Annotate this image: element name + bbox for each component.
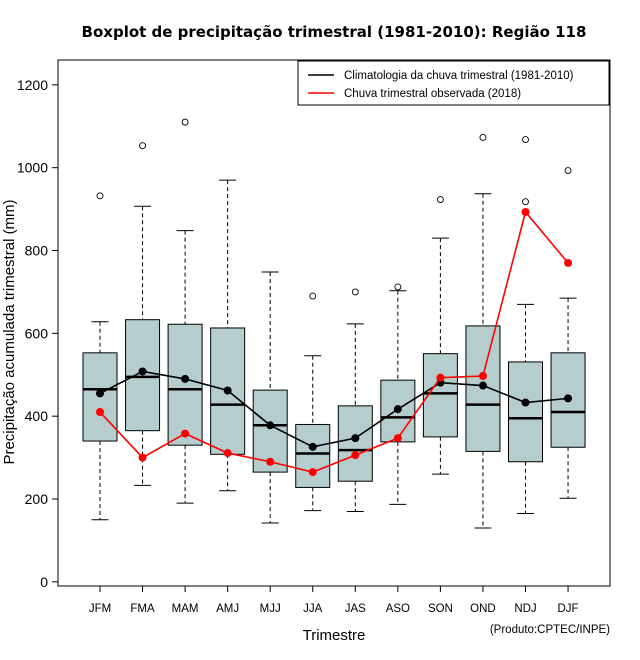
outlier-point	[436, 196, 444, 204]
chart-title: Boxplot de precipitação trimestral (1981…	[82, 23, 587, 41]
series-point	[96, 408, 104, 417]
series-point	[521, 208, 530, 217]
series-point	[478, 381, 487, 390]
y-tick-label: 600	[25, 325, 49, 341]
outlier-point	[309, 292, 317, 300]
series-point	[223, 386, 232, 395]
series-point	[308, 468, 317, 477]
outlier-point	[139, 142, 147, 150]
series-point	[181, 429, 190, 438]
y-tick-label: 800	[25, 243, 49, 259]
outlier-point	[181, 118, 189, 126]
series-point	[564, 394, 573, 403]
series-point	[266, 457, 275, 466]
x-tick-label: ASO	[386, 603, 410, 615]
y-tick-label: 1200	[17, 77, 48, 93]
x-tick-label: SON	[428, 603, 453, 615]
outlier-point	[479, 134, 487, 141]
series-point	[393, 405, 402, 414]
series-point	[351, 451, 360, 460]
box	[380, 379, 416, 443]
y-tick-label: 0	[40, 574, 48, 590]
product-credit: (Produto:CPTEC/INPE)	[490, 624, 610, 636]
legend-entry: Chuva trimestral observada (2018)	[344, 88, 521, 100]
x-tick-label: FMA	[130, 603, 155, 615]
y-tick-label: 1000	[17, 160, 48, 176]
y-tick-label: 200	[25, 491, 49, 507]
x-tick-label: JAS	[345, 603, 366, 615]
boxplot-MJJ	[252, 271, 288, 524]
series-point	[223, 449, 232, 458]
x-tick-label: AMJ	[216, 603, 239, 615]
boxplot-JFM	[82, 192, 118, 521]
outlier-point	[394, 283, 402, 291]
x-tick-label: DJF	[558, 603, 579, 615]
plot-area: 0 200 400 600 800 1000 1200 JFM FMA MAM AMJ MJJ JJA J…	[17, 59, 611, 615]
boxplot-JJA	[295, 292, 331, 512]
plot-frame	[57, 59, 611, 587]
series-point	[478, 372, 487, 381]
x-tick-label: JJA	[303, 603, 323, 615]
series-point	[266, 421, 275, 430]
box	[167, 323, 203, 446]
box	[422, 353, 458, 438]
series-observed-2018	[96, 208, 573, 477]
series-point	[436, 373, 445, 382]
boxplot-NDJ	[508, 136, 543, 515]
box	[508, 361, 543, 463]
legend-box	[297, 60, 610, 106]
x-tick-label: NDJ	[514, 603, 536, 615]
boxplot-AMJ	[210, 179, 246, 492]
series-point	[96, 389, 104, 398]
legend-entry: Climatologia da chuva trimestral (1981-2…	[344, 70, 574, 82]
outlier-point	[564, 167, 572, 175]
outlier-point	[351, 288, 359, 296]
series-line	[99, 370, 569, 448]
box	[337, 405, 373, 482]
series-point	[138, 367, 147, 376]
box	[295, 423, 331, 488]
y-axis-label: Precipitação acumulada trimestral (mm)	[1, 199, 18, 464]
outlier-point	[522, 198, 529, 206]
outlier-point	[96, 192, 104, 200]
boxplot-DJF	[550, 167, 586, 499]
series-point	[521, 398, 530, 407]
series-line	[99, 210, 569, 473]
x-tick-label: JFM	[89, 603, 111, 615]
series-point	[138, 453, 147, 462]
boxplot-SON	[422, 196, 458, 475]
series-point	[308, 442, 317, 451]
x-tick-label: MAM	[172, 603, 199, 615]
series-climatology	[96, 367, 573, 451]
x-tick-label: MJJ	[260, 603, 281, 615]
x-axis-label: Trimestre	[303, 627, 366, 644]
boxplot-ASO	[380, 283, 416, 505]
x-tick-label: OND	[470, 603, 496, 615]
boxplot-MAM	[167, 118, 203, 504]
series-point	[393, 434, 402, 443]
legend: Climatologia da chuva trimestral (1981-2…	[297, 60, 610, 106]
y-tick-label: 400	[25, 408, 49, 424]
series-point	[351, 434, 360, 443]
boxplot-FMA	[125, 142, 161, 486]
boxplot-JAS	[337, 288, 373, 512]
series-point	[564, 258, 573, 267]
outlier-point	[522, 136, 529, 143]
series-point	[181, 374, 190, 383]
